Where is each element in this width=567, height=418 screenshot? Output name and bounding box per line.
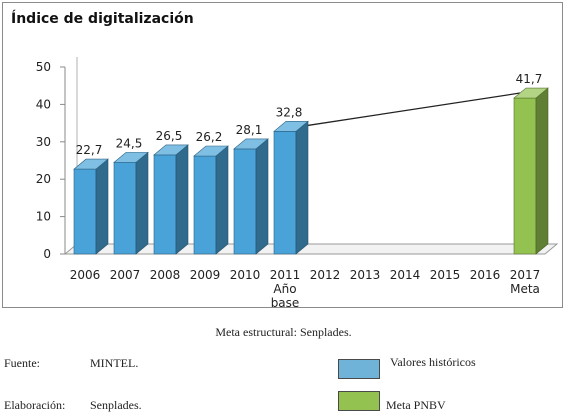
bar-top [233, 138, 269, 150]
x-tick-label-2007: 2007 [110, 268, 141, 282]
bar-front [513, 97, 537, 255]
x-tick-label-2006: 2006 [70, 268, 101, 282]
chart: Índice de digitalización 0 10 20 30 40 50 22,7 2… [11, 10, 559, 309]
x-sublabel-2017: Meta [510, 282, 540, 296]
source-label: Fuente: [4, 356, 40, 370]
data-label-2008: 26,5 [156, 129, 183, 143]
bar-2011 [273, 120, 309, 255]
legend-label-meta: Meta PNBV [386, 398, 446, 412]
x-tick-label-2011: 2011 [270, 268, 301, 282]
bar-top [73, 158, 109, 170]
data-label-2017: 41,7 [516, 72, 543, 86]
chart-caption: Meta estructural: Senplades. [215, 325, 352, 339]
data-label-2011: 32,8 [276, 105, 303, 119]
x-tick-label-2009: 2009 [190, 268, 221, 282]
source-value: MINTEL. [90, 356, 139, 370]
x-tick-label-2015: 2015 [430, 268, 461, 282]
bar-top [273, 121, 309, 132]
bar-front [73, 168, 97, 255]
x-tick-label-2017: 2017 [510, 268, 541, 282]
x-tick-label-2008: 2008 [150, 268, 181, 282]
y-tick-label: 50 [36, 60, 51, 74]
bar-front [273, 131, 297, 255]
y-tick-label: 30 [36, 135, 51, 149]
bar-top [113, 152, 149, 163]
y-tick-label: 0 [43, 247, 51, 261]
bar-2008 [153, 144, 189, 255]
bar-top [513, 87, 549, 99]
bar-front [153, 154, 177, 255]
x-tick-label-2012: 2012 [310, 268, 341, 282]
x-tick-label-2014: 2014 [390, 268, 421, 282]
data-label-2007: 24,5 [116, 136, 143, 150]
bar-2009 [193, 145, 229, 255]
legend-swatch-meta [338, 391, 380, 411]
x-tick-label-2010: 2010 [230, 268, 261, 282]
legend-label-historicos: Valores históricos [390, 355, 476, 369]
x-sublabel-2011: base [271, 296, 300, 309]
bar-side [215, 145, 229, 255]
x-tick-label-2016: 2016 [470, 268, 501, 282]
data-label-2006: 22,7 [76, 143, 103, 157]
bar-side [295, 120, 309, 255]
bar-side [135, 151, 149, 255]
bar-side [175, 144, 189, 255]
x-tick-label-2013: 2013 [350, 268, 381, 282]
bar-2017 [513, 87, 549, 255]
chart-floor [63, 243, 559, 255]
bar-side [95, 158, 109, 255]
data-label-2009: 26,2 [196, 130, 223, 144]
bar-2010 [233, 138, 269, 255]
y-tick-label: 20 [36, 172, 51, 186]
bar-front [113, 162, 137, 255]
trend-line [301, 92, 521, 127]
bar-2007 [113, 151, 149, 255]
bar-side [255, 138, 269, 255]
elaboration-label: Elaboración: [4, 398, 66, 412]
bar-top [193, 145, 229, 157]
legend-swatch-historicos [338, 359, 380, 379]
data-label-2010: 28,1 [236, 123, 263, 137]
chart-title: Índice de digitalización [11, 10, 194, 27]
bar-front [193, 155, 217, 255]
bar-2006 [73, 158, 109, 255]
bar-top [153, 144, 189, 156]
elaboration-value: Senplades. [90, 398, 142, 412]
x-sublabel-2011: Año [273, 282, 296, 296]
y-tick-label: 40 [36, 97, 51, 111]
chart-frame: Índice de digitalización 0 10 20 30 40 50 22,7 2… [2, 2, 563, 309]
bar-front [233, 148, 257, 255]
y-tick-label: 10 [36, 210, 51, 224]
bar-side [535, 87, 549, 255]
